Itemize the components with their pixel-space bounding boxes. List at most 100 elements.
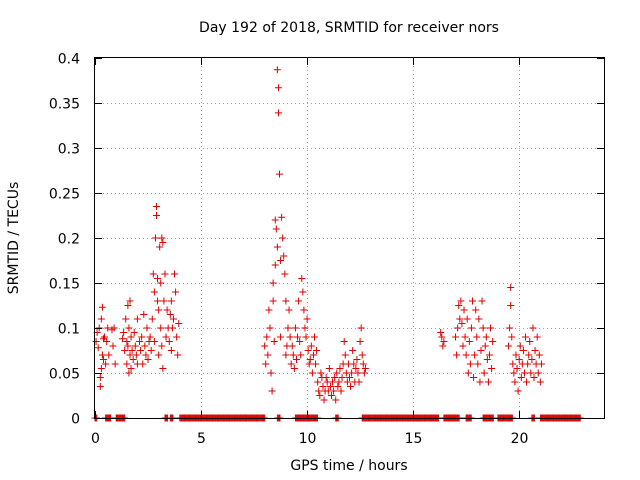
data-point: [455, 302, 463, 309]
data-point: [456, 315, 464, 323]
data-point: [531, 347, 539, 354]
data-point: [454, 324, 462, 332]
y-tick-label: 0.25: [49, 187, 80, 203]
data-point: [140, 311, 148, 318]
x-axis-label: GPS time / hours: [290, 458, 407, 474]
data-point: [459, 342, 467, 350]
y-tick-label: 0.15: [49, 277, 80, 293]
data-point: [361, 365, 369, 372]
data-point: [284, 324, 292, 332]
data-point: [154, 297, 162, 305]
data-point: [174, 351, 182, 359]
data-point: [171, 270, 179, 278]
data-point: [172, 288, 180, 296]
data-point: [322, 374, 330, 381]
data-point: [326, 383, 334, 390]
data-point: [264, 351, 272, 359]
data-point: [127, 365, 135, 372]
data-point: [528, 356, 536, 363]
data-point: [296, 338, 304, 345]
y-tick-label: 0: [71, 412, 80, 428]
data-point: [350, 360, 358, 368]
data-point: [104, 324, 112, 332]
data-point: [267, 369, 275, 377]
data-point: [536, 378, 544, 386]
data-point: [311, 333, 319, 341]
data-point: [125, 324, 133, 332]
data-point: [278, 213, 286, 221]
data-point: [289, 351, 297, 359]
x-tick-label: 15: [405, 431, 423, 447]
x-tick-label: 10: [299, 431, 317, 447]
data-point: [139, 360, 147, 368]
data-point: [517, 374, 525, 381]
data-point: [347, 383, 355, 390]
data-point: [99, 356, 107, 363]
data-point: [533, 333, 541, 341]
data-point: [299, 288, 307, 296]
data-point: [131, 342, 139, 350]
data-point: [167, 297, 175, 305]
data-point: [333, 369, 341, 377]
data-point: [316, 392, 324, 399]
data-point: [335, 378, 343, 386]
data-point: [457, 297, 465, 305]
y-axis-label: SRMTID / TECUs: [6, 182, 22, 295]
data-point: [452, 333, 460, 341]
data-point: [124, 342, 132, 350]
plot-frame: [94, 57, 605, 419]
data-point: [273, 243, 281, 251]
data-point: [161, 270, 169, 278]
chart-title: Day 192 of 2018, SRMTID for receiver nor…: [199, 20, 499, 36]
data-point: [340, 338, 348, 345]
data-point: [346, 374, 353, 381]
data-point: [147, 347, 155, 354]
data-point: [291, 324, 299, 332]
data-point: [530, 374, 538, 381]
data-point: [109, 342, 117, 350]
data-point: [266, 324, 274, 332]
data-point: [154, 275, 162, 282]
data-point: [271, 216, 279, 224]
y-tick-label: 0.35: [49, 97, 80, 113]
data-point: [353, 356, 361, 363]
x-tick-label: 0: [91, 431, 100, 447]
data-point: [516, 342, 524, 350]
data-point: [529, 324, 537, 332]
data-point: [359, 360, 367, 368]
data-point: [488, 365, 496, 372]
data-point: [292, 356, 300, 363]
data-point: [325, 365, 333, 372]
data-point: [125, 369, 133, 377]
data-point: [523, 378, 531, 386]
grid: [95, 58, 604, 418]
data-point: [535, 351, 543, 359]
data-point: [476, 378, 484, 386]
data-point: [130, 329, 138, 336]
y-tick-label: 0.05: [49, 367, 80, 383]
data-point: [484, 378, 492, 386]
data-point: [507, 302, 515, 309]
data-point: [155, 351, 163, 359]
data-point: [512, 351, 520, 359]
data-point: [438, 333, 446, 341]
data-point: [525, 351, 533, 359]
data-point: [290, 365, 298, 372]
data-point: [137, 347, 145, 354]
data-point: [524, 360, 532, 368]
data-point: [464, 369, 472, 377]
data-point: [483, 356, 491, 363]
x-axis-ticks: 0 5 10 15 20: [91, 58, 528, 447]
data-point: [151, 234, 159, 242]
data-point: [482, 333, 490, 341]
data-point: [309, 351, 317, 359]
data-point: [150, 338, 158, 345]
data-point: [337, 387, 345, 395]
data-point: [352, 365, 360, 372]
data-point: [307, 342, 315, 350]
data-point: [453, 351, 461, 359]
data-point: [123, 360, 131, 368]
data-point: [475, 315, 483, 323]
data-point: [162, 333, 170, 341]
data-point: [92, 338, 100, 345]
